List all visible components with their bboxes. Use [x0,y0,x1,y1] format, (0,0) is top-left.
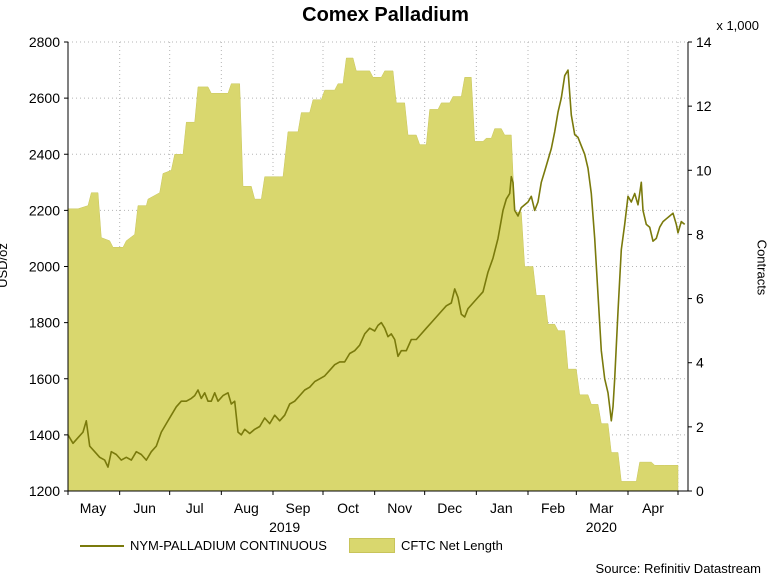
chart-title: Comex Palladium [302,4,469,26]
month-label: Jan [490,500,513,516]
right-tick-label: 12 [696,98,712,114]
legend-item-line: NYM-PALLADIUM CONTINUOUS [80,538,327,553]
legend-swatch-line [80,544,124,547]
legend: NYM-PALLADIUM CONTINUOUS CFTC Net Length [80,538,525,553]
series-line-palladium [67,69,686,468]
left-tick-label: 1600 [29,371,60,387]
line-series-layer [67,69,686,468]
right-tick-label: 2 [696,419,704,435]
month-label: Apr [642,500,664,516]
month-label: May [80,500,106,516]
area-series-layer [67,57,679,492]
legend-label-line: NYM-PALLADIUM CONTINUOUS [130,538,327,553]
right-tick-label: 0 [696,483,704,499]
year-label: 2020 [586,519,617,535]
left-tick-label: 2000 [29,259,60,275]
legend-swatch-area [348,538,395,553]
month-label: Dec [437,500,462,516]
right-tick-label: 10 [696,162,712,178]
month-label: Sep [286,500,311,516]
left-tick-label: 2800 [29,34,60,50]
month-label: Nov [387,500,412,516]
month-label: Jul [186,500,204,516]
right-tick-label: 6 [696,291,704,307]
month-label: Jun [133,500,156,516]
left-tick-label: 2600 [29,90,60,106]
series-area-cftc-net-length [67,57,679,492]
month-label: Oct [337,500,359,516]
left-tick-label: 2400 [29,146,60,162]
right-tick-label: 14 [696,34,712,50]
source-note: Source: Refinitiv Datastream [595,561,761,576]
month-label: Feb [541,500,565,516]
month-label: Aug [234,500,259,516]
left-tick-label: 2200 [29,202,60,218]
legend-label-area: CFTC Net Length [400,538,503,553]
year-label: 2019 [269,519,300,535]
right-tick-label: 8 [696,226,704,242]
left-tick-label: 1200 [29,483,60,499]
right-axis-multiplier: x 1,000 [716,18,759,33]
left-tick-label: 1400 [29,427,60,443]
legend-item-area: CFTC Net Length [348,538,503,553]
left-tick-label: 1800 [29,315,60,331]
axes: 1200 1400 1600 1800 2000 2200 2400 2600 2800 0 2 4 6… [29,34,712,535]
right-tick-label: 4 [696,355,704,371]
month-label: Mar [589,500,613,516]
